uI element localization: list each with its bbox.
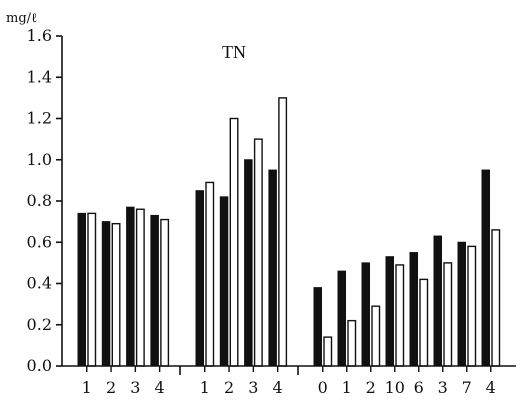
bar-dark — [385, 256, 394, 367]
x-tick-label: 2 — [106, 378, 116, 397]
y-tick-label: 1.2 — [27, 109, 52, 128]
bar-dark — [195, 190, 204, 367]
bar-dark — [244, 159, 253, 367]
bar-light — [443, 262, 453, 367]
y-tick-label: 0.2 — [27, 315, 52, 334]
bar-light — [111, 222, 121, 367]
bar-light — [467, 245, 477, 367]
bar-dark — [313, 287, 322, 367]
y-tick-label: 0.8 — [27, 191, 52, 210]
x-tick-label: 3 — [248, 378, 258, 397]
bar-light — [205, 181, 215, 367]
bar-dark — [126, 206, 135, 367]
x-tick-label: 7 — [462, 378, 472, 397]
y-axis-unit-label: mg/ℓ — [6, 11, 37, 26]
y-tick-label: 0.6 — [27, 232, 52, 251]
bar-dark — [481, 169, 490, 367]
x-axis-ticks: 1 2 3 4 1 2 3 4 0 1 2 10 6 3 7 4 — [82, 366, 496, 397]
bar-dark — [361, 262, 370, 367]
x-tick-label: 2 — [366, 378, 376, 397]
bar-dark — [433, 235, 442, 367]
bar-light — [135, 208, 145, 367]
x-tick-label: 1 — [200, 378, 210, 397]
y-tick-label: 0.0 — [27, 356, 52, 375]
bar-light — [395, 264, 405, 367]
bar-light — [87, 212, 97, 367]
x-tick-label: 4 — [155, 378, 165, 397]
y-tick-label: 1.4 — [27, 67, 52, 86]
y-tick-label: 1.0 — [27, 150, 52, 169]
bar-light — [278, 97, 288, 367]
x-tick-label: 3 — [438, 378, 448, 397]
bar-dark — [457, 241, 466, 367]
x-tick-label: 0 — [318, 378, 328, 397]
bar-dark — [150, 214, 159, 367]
chart-title: TN — [222, 42, 246, 62]
bar-light — [160, 218, 170, 367]
x-tick-label: 1 — [342, 378, 352, 397]
x-tick-label: 2 — [224, 378, 234, 397]
bar-dark — [77, 212, 86, 367]
bar-dark — [409, 252, 418, 367]
x-tick-label: 6 — [414, 378, 424, 397]
bar-dark — [337, 270, 346, 367]
bar-light — [371, 305, 381, 367]
bar-light — [253, 138, 263, 367]
y-axis-ticks: 0.0 0.2 0.4 0.6 0.8 1.0 1.2 1.4 1.6 — [27, 26, 62, 375]
y-tick-label: 0.4 — [27, 274, 52, 293]
bar-dark — [268, 169, 277, 367]
y-tick-label: 1.6 — [27, 26, 52, 45]
x-tick-label: 4 — [486, 378, 496, 397]
x-tick-label: 4 — [273, 378, 283, 397]
bar-light — [229, 117, 239, 367]
x-tick-label: 1 — [82, 378, 92, 397]
x-tick-label: 3 — [130, 378, 140, 397]
bar-light — [491, 229, 501, 367]
bar-light — [347, 319, 357, 367]
bar-light — [419, 278, 429, 367]
bar-dark — [219, 196, 229, 367]
x-tick-label: 10 — [385, 378, 405, 397]
bars — [77, 97, 501, 367]
bar-light — [323, 336, 333, 367]
bar-dark — [101, 221, 111, 367]
